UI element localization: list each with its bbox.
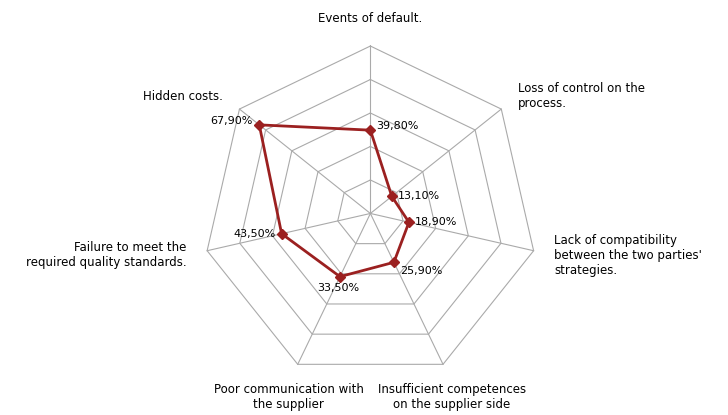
Text: Hidden costs.: Hidden costs.: [143, 90, 223, 103]
Text: Poor communication with
the supplier: Poor communication with the supplier: [214, 383, 363, 411]
Text: Failure to meet the
required quality standards.: Failure to meet the required quality sta…: [26, 242, 186, 269]
Text: 39,80%: 39,80%: [376, 121, 419, 131]
Text: 33,50%: 33,50%: [317, 283, 359, 293]
Text: 25,90%: 25,90%: [400, 266, 443, 276]
Text: Loss of control on the
process.: Loss of control on the process.: [518, 82, 645, 110]
Text: Lack of compatibility
between the two parties'
strategies.: Lack of compatibility between the two pa…: [554, 234, 702, 277]
Text: 43,50%: 43,50%: [233, 229, 275, 239]
Text: 13,10%: 13,10%: [398, 191, 440, 201]
Text: Events of default.: Events of default.: [318, 12, 422, 25]
Text: Insufficient competences
on the supplier side: Insufficient competences on the supplier…: [378, 383, 526, 411]
Text: 67,90%: 67,90%: [210, 116, 253, 126]
Text: 18,90%: 18,90%: [415, 217, 458, 227]
